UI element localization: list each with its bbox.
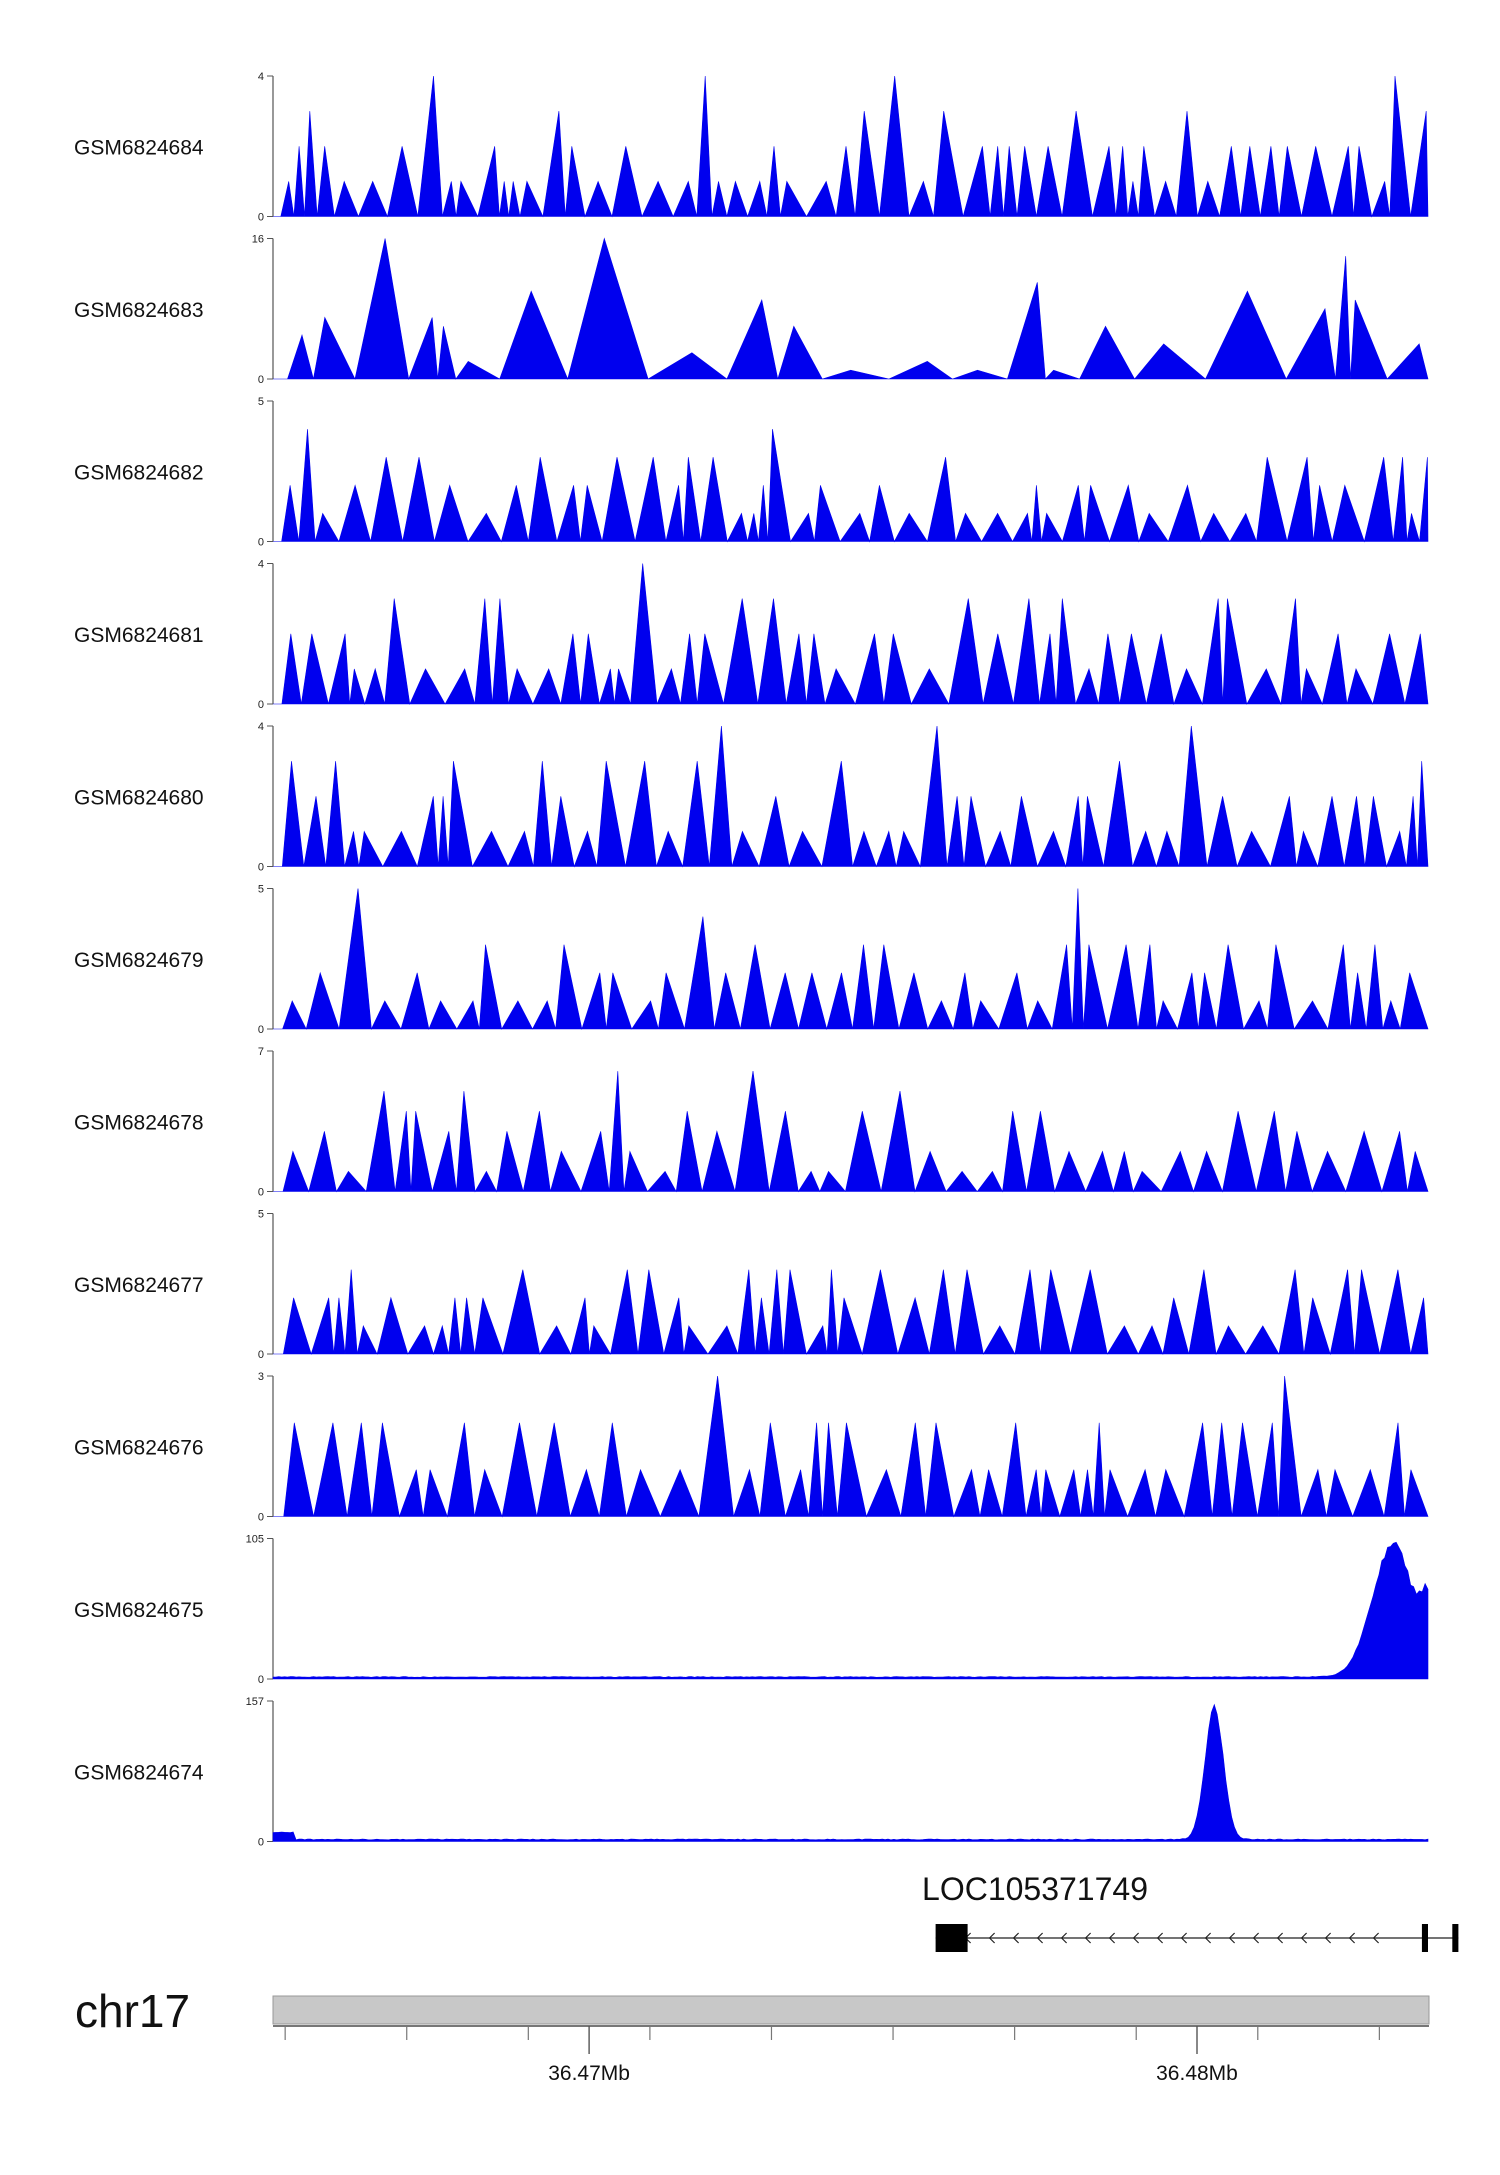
coverage-area: [273, 725, 1429, 868]
exon: [1452, 1924, 1459, 1952]
gene-label: LOC105371749: [922, 1871, 1148, 1907]
y-max-label: 105: [246, 1534, 264, 1546]
strand-arrow: [1300, 1932, 1308, 1944]
strand-arrow: [1156, 1932, 1164, 1944]
track-label: GSM6824682: [74, 461, 204, 484]
coverage-area: [273, 429, 1429, 543]
strand-arrow: [1060, 1932, 1068, 1944]
gene-model: [935, 1924, 1459, 1952]
y-max-label: 5: [258, 396, 264, 408]
coverage-area: [273, 75, 1429, 218]
chromosome-label: chr17: [75, 1985, 190, 2037]
coverage-area: [273, 237, 1429, 381]
track-GSM6824677: GSM6824677 5 0: [74, 1209, 1429, 1361]
strand-arrow: [1372, 1932, 1380, 1944]
strand-arrow: [1084, 1932, 1092, 1944]
track-GSM6824681: GSM6824681 4 0: [74, 559, 1429, 711]
tick-label: 36.48Mb: [1156, 2062, 1238, 2085]
track-label: GSM6824674: [74, 1761, 204, 1784]
track-GSM6824675: GSM6824675 105 0: [74, 1534, 1429, 1686]
strand-arrow: [1132, 1932, 1140, 1944]
y-min-label: 0: [258, 1024, 264, 1036]
y-min-label: 0: [258, 1674, 264, 1686]
y-min-label: 0: [258, 862, 264, 874]
track-GSM6824674: GSM6824674 157 0: [74, 1696, 1429, 1849]
strand-arrow: [1036, 1932, 1044, 1944]
track-GSM6824684: GSM6824684 4 0: [74, 71, 1429, 224]
track-GSM6824679: GSM6824679 5 0: [74, 884, 1429, 1036]
y-min-label: 0: [258, 374, 264, 386]
track-label: GSM6824681: [74, 624, 204, 647]
y-min-label: 0: [258, 1187, 264, 1199]
chromosome-ideogram-bar: [272, 1995, 1430, 2025]
track-label: GSM6824676: [74, 1436, 204, 1459]
tick-label: 36.47Mb: [548, 2062, 630, 2085]
track-label: GSM6824680: [74, 786, 204, 809]
strand-arrow: [1180, 1932, 1188, 1944]
y-min-label: 0: [258, 212, 264, 224]
coverage-area: [273, 1269, 1429, 1356]
strand-arrow: [1108, 1932, 1116, 1944]
strand-arrow: [988, 1932, 996, 1944]
track-label: GSM6824675: [74, 1599, 204, 1622]
track-label: GSM6824684: [74, 136, 204, 159]
track-label: GSM6824683: [74, 299, 204, 322]
strand-arrow: [1276, 1932, 1284, 1944]
y-max-label: 4: [258, 721, 264, 733]
track-label: GSM6824679: [74, 949, 204, 972]
y-max-label: 4: [258, 71, 264, 83]
y-min-label: 0: [258, 537, 264, 549]
track-label: GSM6824678: [74, 1111, 204, 1134]
strand-arrow: [1204, 1932, 1212, 1944]
tracks-layer: GSM682468440GSM6824683160GSM682468250GSM…: [74, 71, 1429, 1849]
y-min-label: 0: [258, 1349, 264, 1361]
exon: [1421, 1924, 1428, 1952]
coverage-area: [272, 1703, 1429, 1842]
gene-annotation: LOC105371749: [922, 1871, 1459, 1952]
strand-arrow: [1252, 1932, 1260, 1944]
y-max-label: 7: [258, 1046, 264, 1058]
coverage-area: [273, 563, 1429, 706]
track-GSM6824683: GSM6824683 16 0: [74, 234, 1429, 386]
strand-arrow: [1012, 1932, 1020, 1944]
coverage-area: [273, 1375, 1429, 1518]
strand-arrow: [1228, 1932, 1236, 1944]
strand-arrow: [1348, 1932, 1356, 1944]
track-label: GSM6824677: [74, 1274, 204, 1297]
track-GSM6824676: GSM6824676 3 0: [74, 1371, 1429, 1524]
y-max-label: 157: [246, 1696, 264, 1708]
coverage-area: [272, 1541, 1429, 1680]
exon: [935, 1924, 968, 1952]
chromosome-axis: chr17 36.47Mb 36.48Mb: [75, 1985, 1430, 2085]
strand-arrow: [1324, 1932, 1332, 1944]
track-GSM6824678: GSM6824678 7 0: [74, 1046, 1429, 1199]
y-max-label: 5: [258, 1209, 264, 1221]
y-min-label: 0: [258, 1512, 264, 1524]
y-min-label: 0: [258, 1837, 264, 1849]
y-max-label: 5: [258, 884, 264, 896]
axis-ticks: 36.47Mb 36.48Mb: [284, 2026, 1380, 2085]
y-min-label: 0: [258, 699, 264, 711]
track-GSM6824680: GSM6824680 4 0: [74, 721, 1429, 874]
coverage-area: [273, 888, 1429, 1031]
y-max-label: 16: [252, 234, 264, 246]
y-max-label: 4: [258, 559, 264, 571]
track-GSM6824682: GSM6824682 5 0: [74, 396, 1429, 549]
y-max-label: 3: [258, 1371, 264, 1383]
coverage-area: [273, 1071, 1429, 1193]
